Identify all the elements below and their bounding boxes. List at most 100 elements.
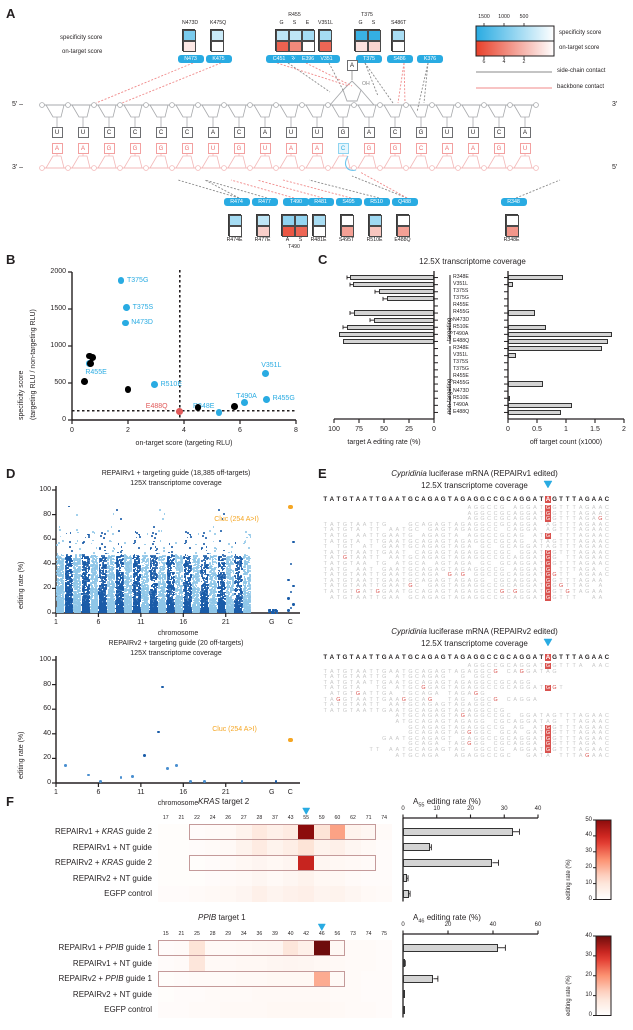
d-data-point <box>62 540 64 542</box>
ribose-top <box>409 104 429 118</box>
specificity-cell <box>289 30 302 41</box>
score-block <box>340 214 354 237</box>
d-data-point <box>58 556 60 559</box>
d-data-point <box>56 582 59 585</box>
b-data-point <box>263 395 270 403</box>
ribose-top <box>279 104 299 118</box>
d-data-point <box>59 594 62 597</box>
phosphate-node <box>507 165 513 171</box>
ontarget-cell <box>183 41 196 52</box>
residue-chip[interactable]: R481 <box>307 198 334 206</box>
c-right-bar <box>508 274 564 281</box>
base-top: C <box>493 127 505 138</box>
residue-chip[interactable]: K475 <box>205 55 232 63</box>
c-category-label: R455E <box>453 302 469 309</box>
phosphate-node <box>117 165 123 171</box>
spec-tick-label: 500 <box>519 14 529 20</box>
d-data-point <box>117 587 119 590</box>
residue-chip[interactable]: N473 <box>177 55 204 63</box>
b-data-point <box>231 403 238 411</box>
d-data-point <box>64 589 67 591</box>
d-data-point <box>99 574 101 576</box>
phosphate-node <box>299 102 305 108</box>
contact-line-bottom <box>204 179 240 199</box>
d-data-point <box>70 568 73 571</box>
c-right-bar <box>508 395 510 401</box>
d-data-point <box>111 581 114 583</box>
d-data-point <box>59 535 62 538</box>
d-data-point <box>68 606 70 608</box>
specificity-cell <box>257 215 270 226</box>
d-data-point <box>62 592 64 595</box>
strand-5prime-left: 5′ – <box>12 101 24 108</box>
base-bottom: A <box>77 143 89 154</box>
d-data-point <box>60 599 62 601</box>
ontarget-cell <box>276 41 289 52</box>
residue-chip[interactable]: T490 <box>283 198 309 206</box>
score-block <box>396 214 410 237</box>
d-xtick-label: 21 <box>221 619 230 626</box>
contact-line-top <box>287 62 331 93</box>
score-block-sublabel: S486T <box>391 20 407 26</box>
phosphate-node <box>65 102 71 108</box>
d-data-point <box>56 602 59 605</box>
d-data-point <box>57 603 60 606</box>
c-category-label: T490A <box>453 330 469 337</box>
residue-chip[interactable]: R474 <box>223 198 250 206</box>
b-data-point <box>215 408 223 416</box>
score-block-footer: R477E <box>254 237 271 243</box>
d-data-point <box>68 588 71 590</box>
residue-chip[interactable]: K376 <box>417 55 443 63</box>
d-data-point <box>81 566 84 568</box>
d-data-point <box>56 579 59 581</box>
d-data-point <box>59 603 61 606</box>
d-data-point <box>56 592 59 595</box>
residue-chip[interactable]: E396 <box>295 55 321 63</box>
d-data-point <box>104 577 107 579</box>
d-ytick-label: 80 <box>43 510 51 518</box>
d-data-point <box>61 567 63 569</box>
d-data-point <box>115 562 118 564</box>
d-data-point <box>120 577 123 579</box>
d-ytick-label: 0 <box>47 609 51 616</box>
d-data-point <box>56 610 58 613</box>
phosphate-node <box>247 102 253 108</box>
d-data-point <box>65 577 68 579</box>
panel-b-vectors <box>68 270 297 424</box>
residue-chip[interactable]: Q488 <box>391 198 418 206</box>
d-data-point <box>60 603 63 605</box>
score-block <box>281 214 308 237</box>
d-data-point <box>69 572 72 575</box>
d-xtick-label: 11 <box>137 619 145 626</box>
residue-chip[interactable]: S495 <box>335 198 362 206</box>
d-data-point <box>75 514 78 516</box>
d-data-point <box>83 610 86 613</box>
d-data-point <box>58 601 60 604</box>
d-data-point <box>111 589 113 591</box>
d-data-point <box>57 574 60 577</box>
d-data-point <box>59 582 61 585</box>
residue-chip[interactable]: R348 <box>500 198 527 206</box>
contact-line-bottom <box>204 179 268 199</box>
residue-chip[interactable]: V351 <box>313 55 340 63</box>
residue-chip[interactable]: T375 <box>356 55 382 63</box>
base-bottom: G <box>181 143 193 154</box>
c-category-label: R455E <box>453 373 469 380</box>
residue-chip[interactable]: C451 <box>266 55 292 63</box>
residue-chip[interactable]: R477 <box>251 198 278 206</box>
d-data-point <box>62 558 65 561</box>
d-xtick-label-c: C <box>287 619 293 626</box>
ribose-top <box>461 104 481 118</box>
d-data-point <box>56 580 58 583</box>
phosphate-node <box>273 102 279 108</box>
b-data-point <box>87 359 94 367</box>
c-right-xaxis-label: off target count (x1000) <box>529 439 603 446</box>
d-data-point <box>79 548 81 551</box>
phosphate-node <box>299 165 305 171</box>
base-top: U <box>467 127 479 138</box>
ribose-bottom <box>253 155 273 169</box>
strand-5prime-right: 5′ <box>612 164 618 171</box>
d-data-point <box>107 595 109 597</box>
residue-chip[interactable]: S486 <box>386 55 413 63</box>
residue-chip[interactable]: R510 <box>363 198 390 206</box>
